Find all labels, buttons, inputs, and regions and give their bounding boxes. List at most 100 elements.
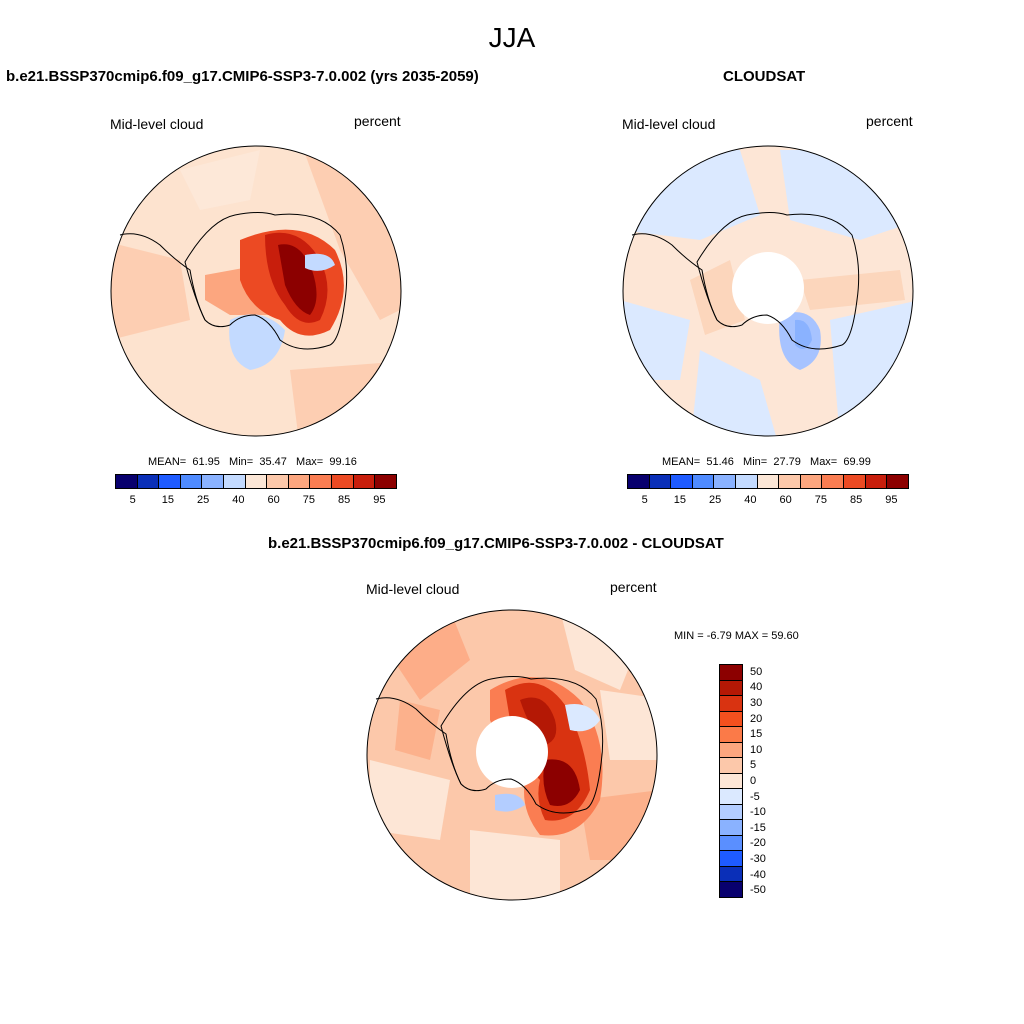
- colorbar-cell: [288, 475, 311, 488]
- colorbar-cell: [720, 711, 742, 728]
- colorbar-cell: [649, 475, 672, 488]
- colorbar-tick-label: 85: [850, 494, 863, 506]
- colorbar-tick-label: -15: [750, 821, 766, 834]
- colorbar-tick-label: 75: [814, 494, 827, 506]
- left-mean-label: MEAN=: [148, 456, 187, 468]
- right-panel-title: CLOUDSAT: [723, 68, 806, 85]
- colorbar-cell: [692, 475, 715, 488]
- colorbar-cell: [137, 475, 160, 488]
- colorbar-cell: [159, 475, 181, 488]
- colorbar-tick-label: 50: [750, 665, 763, 678]
- colorbar-tick-label: 25: [709, 494, 722, 506]
- left-panel-variable-label: Mid-level cloud: [110, 116, 204, 132]
- right-colorbar-ticks: 5 15 25 40 60 75 85 95: [627, 494, 909, 508]
- colorbar-cell: [628, 475, 650, 488]
- colorbar-cell: [202, 475, 225, 488]
- colorbar-cell: [822, 475, 845, 488]
- colorbar-tick-label: 15: [750, 728, 763, 741]
- colorbar-cell: [720, 773, 742, 790]
- diff-colorbar: [719, 664, 743, 898]
- right-max-label: Max=: [810, 456, 838, 468]
- colorbar-cell: [720, 866, 742, 883]
- diff-colorbar-ticks: 50 40 30 20 15 10 5 0 -5 -10 -15 -20 -30 -40 -50: [750, 664, 790, 898]
- colorbar-cell: [844, 475, 866, 488]
- right-panel-variable-label: Mid-level cloud: [622, 116, 716, 132]
- colorbar-cell: [720, 742, 742, 759]
- diff-panel-title: b.e21.BSSP370cmip6.f09_g17.CMIP6-SSP3-7.…: [268, 535, 724, 552]
- colorbar-cell: [224, 475, 246, 488]
- left-min-label: Min=: [229, 456, 254, 468]
- colorbar-cell: [720, 851, 742, 867]
- colorbar-tick-label: 75: [302, 494, 315, 506]
- left-panel-units-label: percent: [354, 113, 401, 129]
- colorbar-cell: [267, 475, 289, 488]
- colorbar-tick-label: -5: [750, 790, 760, 803]
- left-panel-title: b.e21.BSSP370cmip6.f09_g17.CMIP6-SSP3-7.…: [6, 68, 479, 85]
- colorbar-cell: [180, 475, 203, 488]
- colorbar-tick-label: 30: [750, 696, 763, 709]
- left-max-label: Max=: [296, 456, 324, 468]
- colorbar-cell: [332, 475, 354, 488]
- colorbar-tick-label: 5: [750, 759, 757, 772]
- colorbar-cell: [375, 475, 396, 488]
- colorbar-tick-label: -10: [750, 806, 766, 819]
- colorbar-tick-label: 85: [338, 494, 351, 506]
- right-colorbar: [627, 474, 909, 489]
- colorbar-tick-label: 0: [750, 775, 757, 787]
- colorbar-tick-label: -50: [750, 884, 766, 897]
- colorbar-cell: [800, 475, 823, 488]
- colorbar-cell: [757, 475, 780, 488]
- colorbar-tick-label: 10: [750, 743, 763, 756]
- left-min-value: 35.47: [259, 456, 287, 468]
- left-panel-stats: MEAN= 61.95 Min= 35.47 Max= 99.16: [148, 456, 357, 468]
- right-mean-label: MEAN=: [662, 456, 701, 468]
- colorbar-cell: [310, 475, 333, 488]
- diff-panel-variable-label: Mid-level cloud: [366, 581, 460, 597]
- colorbar-cell: [720, 696, 742, 712]
- colorbar-tick-label: -40: [750, 868, 766, 881]
- colorbar-cell: [720, 680, 742, 697]
- colorbar-tick-label: 5: [641, 494, 648, 506]
- left-colorbar: [115, 474, 397, 489]
- colorbar-cell: [116, 475, 138, 488]
- colorbar-cell: [887, 475, 908, 488]
- colorbar-cell: [671, 475, 693, 488]
- colorbar-cell: [245, 475, 268, 488]
- colorbar-cell: [720, 789, 742, 805]
- left-max-value: 99.16: [329, 456, 357, 468]
- colorbar-tick-label: 20: [750, 712, 763, 725]
- left-mean-value: 61.95: [192, 456, 220, 468]
- colorbar-cell: [720, 804, 742, 821]
- colorbar-tick-label: 95: [885, 494, 898, 506]
- colorbar-tick-label: 60: [267, 494, 280, 506]
- colorbar-tick-label: 15: [161, 494, 174, 506]
- colorbar-tick-label: 25: [197, 494, 210, 506]
- colorbar-cell: [353, 475, 376, 488]
- right-min-value: 27.79: [773, 456, 801, 468]
- colorbar-tick-label: 40: [750, 681, 763, 694]
- figure-title: JJA: [488, 22, 536, 53]
- right-max-value: 69.99: [843, 456, 871, 468]
- colorbar-cell: [720, 758, 742, 774]
- colorbar-tick-label: -20: [750, 837, 766, 850]
- colorbar-tick-label: 60: [779, 494, 792, 506]
- colorbar-tick-label: 40: [744, 494, 757, 506]
- colorbar-cell: [720, 820, 742, 836]
- colorbar-cell: [736, 475, 758, 488]
- diff-panel-units-label: percent: [610, 579, 657, 595]
- left-colorbar-ticks: 5 15 25 40 60 75 85 95: [115, 494, 397, 508]
- right-min-label: Min=: [743, 456, 768, 468]
- right-mean-value: 51.46: [706, 456, 734, 468]
- colorbar-cell: [720, 835, 742, 852]
- colorbar-tick-label: 15: [673, 494, 686, 506]
- colorbar-tick-label: 5: [129, 494, 136, 506]
- colorbar-cell: [720, 727, 742, 743]
- colorbar-tick-label: -30: [750, 853, 766, 865]
- diff-panel-minmax: MIN = -6.79 MAX = 59.60: [674, 630, 799, 642]
- colorbar-tick-label: 95: [373, 494, 386, 506]
- right-panel-stats: MEAN= 51.46 Min= 27.79 Max= 69.99: [662, 456, 871, 468]
- colorbar-cell: [779, 475, 801, 488]
